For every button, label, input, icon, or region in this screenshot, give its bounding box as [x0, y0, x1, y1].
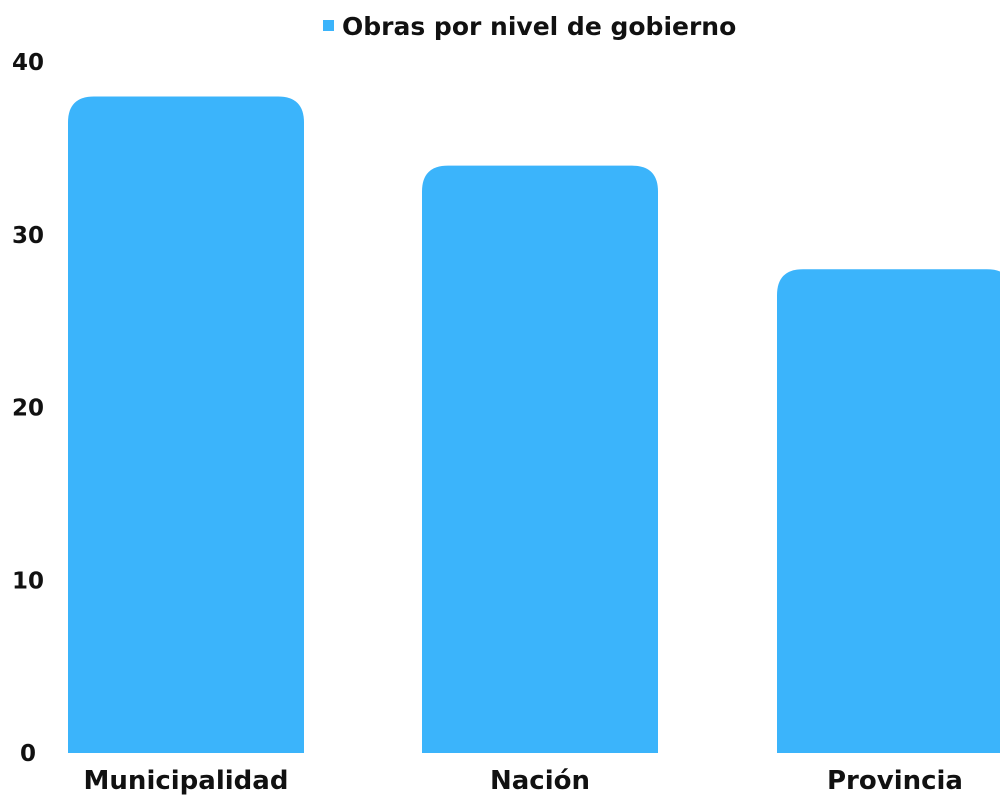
- bars: [68, 96, 1000, 754]
- x-axis: Municipalidad Nación Provincia: [84, 766, 963, 796]
- y-axis: 0 10 20 30 40: [12, 50, 44, 767]
- x-category-label: Provincia: [827, 766, 963, 796]
- legend-label: Obras por nivel de gobierno: [342, 12, 736, 41]
- bar-provincia: [777, 269, 1000, 753]
- y-tick-label: 30: [12, 223, 44, 249]
- y-tick-label: 20: [12, 396, 44, 422]
- bar-nación: [422, 165, 658, 753]
- legend-swatch: [323, 20, 334, 31]
- y-tick-label: 40: [12, 50, 44, 76]
- x-category-label: Municipalidad: [84, 766, 289, 796]
- x-category-label: Nación: [490, 766, 590, 796]
- legend: Obras por nivel de gobierno: [323, 12, 736, 41]
- y-tick-label: 10: [12, 568, 44, 594]
- bar-municipalidad: [68, 96, 304, 754]
- y-tick-label: 0: [20, 741, 36, 767]
